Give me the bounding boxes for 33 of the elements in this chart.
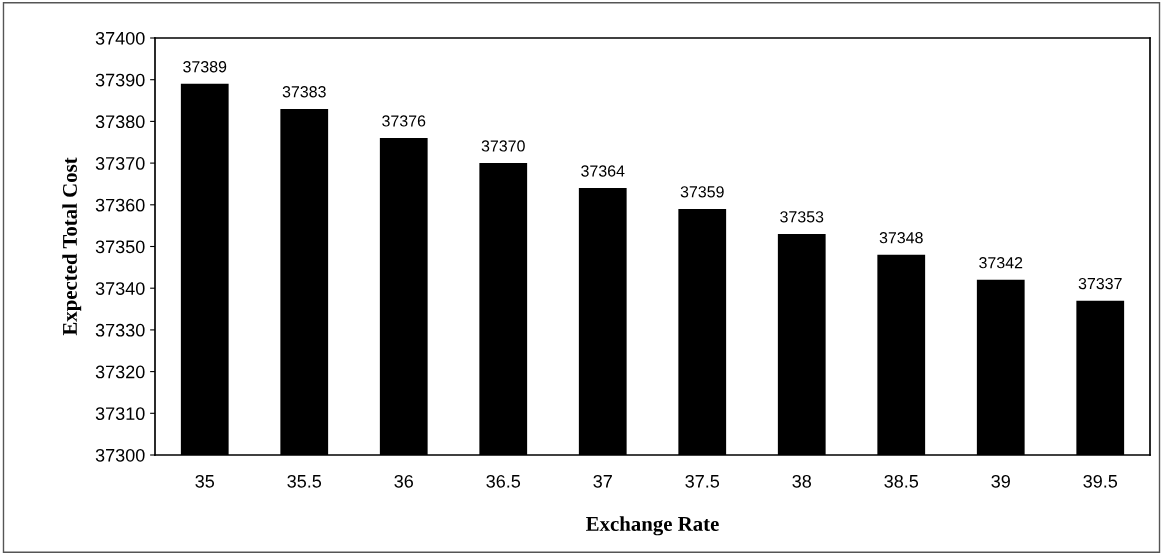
y-tick-label: 37300 xyxy=(95,448,145,462)
data-label: 37364 xyxy=(581,165,625,177)
y-tick-label: 37390 xyxy=(95,73,145,87)
x-tick-label: 36.5 xyxy=(486,474,521,488)
y-tick-label: 37360 xyxy=(95,198,145,212)
x-tick-label: 39.5 xyxy=(1083,474,1118,488)
x-tick-label: 36 xyxy=(394,474,413,488)
data-label: 37383 xyxy=(282,86,326,98)
y-tick-label: 37400 xyxy=(95,31,145,45)
x-tick-label: 38.5 xyxy=(884,474,919,488)
x-tick-label: 39 xyxy=(991,474,1010,488)
y-tick-label: 37310 xyxy=(95,407,145,421)
x-tick-label: 35 xyxy=(195,474,215,488)
y-tick-label: 37330 xyxy=(95,323,145,337)
x-tick-label: 35.5 xyxy=(287,474,322,488)
data-label: 37370 xyxy=(481,140,525,152)
y-tick-label: 37350 xyxy=(95,240,145,254)
data-label: 37376 xyxy=(382,115,426,127)
data-label: 37342 xyxy=(979,257,1023,269)
data-label: 37353 xyxy=(780,211,824,223)
data-label: 37359 xyxy=(680,186,724,198)
data-label: 37337 xyxy=(1078,277,1122,290)
data-label: 37389 xyxy=(183,61,227,73)
y-tick-label: 37370 xyxy=(95,157,145,170)
x-tick-label: 37 xyxy=(593,474,612,488)
y-axis-title: Expected Total Cost xyxy=(62,157,82,336)
data-label: 37348 xyxy=(879,232,923,244)
y-tick-label: 37380 xyxy=(95,115,145,129)
y-tick-label: 37340 xyxy=(95,282,145,295)
x-tick-label: 38 xyxy=(792,474,812,488)
x-tick-label: 37.5 xyxy=(685,474,720,488)
y-tick-label: 37320 xyxy=(95,365,145,379)
x-axis-title: Exchange Rate xyxy=(586,516,719,536)
